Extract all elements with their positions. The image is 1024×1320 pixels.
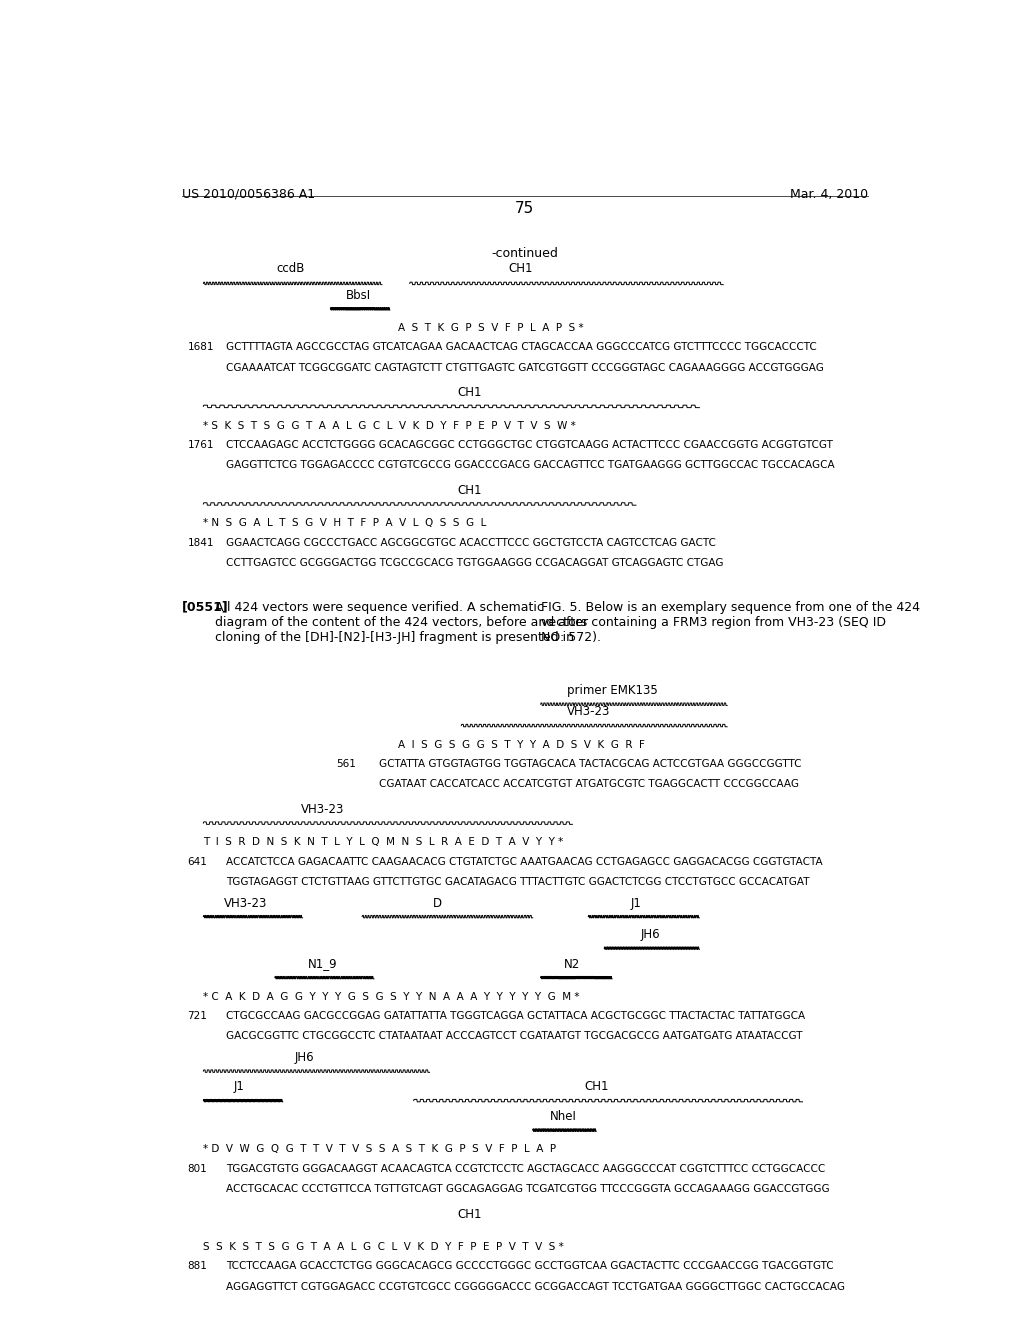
Text: T  I  S  R  D  N  S  K  N  T  L  Y  L  Q  M  N  S  L  R  A  E  D  T  A  V  Y  Y : T I S R D N S K N T L Y L Q M N S L R A … xyxy=(204,837,563,847)
Text: * D  V  W  G  Q  G  T  T  V  T  V  S  S  A  S  T  K  G  P  S  V  F  P  L  A  P: * D V W G Q G T T V T V S S A S T K G P … xyxy=(204,1144,556,1154)
Text: CCTTGAGTCC GCGGGACTGG TCGCCGCACG TGTGGAAGGG CCGACAGGAT GTCAGGAGTC CTGAG: CCTTGAGTCC GCGGGACTGG TCGCCGCACG TGTGGAA… xyxy=(225,558,723,568)
Text: FIG. 5. Below is an exemplary sequence from one of the 424
vectors containing a : FIG. 5. Below is an exemplary sequence f… xyxy=(541,601,920,644)
Text: * S  K  S  T  S  G  G  T  A  A  L  G  C  L  V  K  D  Y  F  P  E  P  V  T  V  S  : * S K S T S G G T A A L G C L V K D Y F … xyxy=(204,421,577,430)
Text: CGATAAT CACCATCACC ACCATCGTGT ATGATGCGTC TGAGGCACTT CCCGGCCAAG: CGATAAT CACCATCACC ACCATCGTGT ATGATGCGTC… xyxy=(379,779,799,789)
Text: CH1: CH1 xyxy=(457,387,481,399)
Text: All 424 vectors were sequence verified. A schematic
diagram of the content of th: All 424 vectors were sequence verified. … xyxy=(215,601,589,644)
Text: N1_9: N1_9 xyxy=(307,957,337,970)
Text: ccdB: ccdB xyxy=(276,263,305,276)
Text: GACGCGGTTC CTGCGGCCTC CTATAATAAT ACCCAGTCCT CGATAATGT TGCGACGCCG AATGATGATG ATAA: GACGCGGTTC CTGCGGCCTC CTATAATAAT ACCCAGT… xyxy=(225,1031,802,1041)
Text: * C  A  K  D  A  G  G  Y  Y  Y  G  S  G  S  Y  Y  N  A  A  A  Y  Y  Y  Y  Y  G  : * C A K D A G G Y Y Y G S G S Y Y N A A … xyxy=(204,991,580,1002)
Text: VH3-23: VH3-23 xyxy=(301,803,344,816)
Text: [0551]: [0551] xyxy=(182,601,228,614)
Text: JH6: JH6 xyxy=(294,1051,314,1064)
Text: CH1: CH1 xyxy=(457,484,481,496)
Text: CH1: CH1 xyxy=(584,1081,608,1093)
Text: JH6: JH6 xyxy=(640,928,660,941)
Text: VH3-23: VH3-23 xyxy=(224,896,267,909)
Text: GGAACTCAGG CGCCCTGACC AGCGGCGTGC ACACCTTCCC GGCTGTCCTA CAGTCCTCAG GACTC: GGAACTCAGG CGCCCTGACC AGCGGCGTGC ACACCTT… xyxy=(225,537,716,548)
Text: GCTATTA GTGGTAGTGG TGGTAGCACA TACTACGCAG ACTCCGTGAA GGGCCGGTTC: GCTATTA GTGGTAGTGG TGGTAGCACA TACTACGCAG… xyxy=(379,759,801,770)
Text: AGGAGGTTCT CGTGGAGACC CCGTGTCGCC CGGGGGACCC GCGGACCAGT TCCTGATGAA GGGGCTTGGC CAC: AGGAGGTTCT CGTGGAGACC CCGTGTCGCC CGGGGGA… xyxy=(225,1282,845,1291)
Text: * N  S  G  A  L  T  S  G  V  H  T  F  P  A  V  L  Q  S  S  G  L: * N S G A L T S G V H T F P A V L Q S S … xyxy=(204,519,486,528)
Text: US 2010/0056386 A1: US 2010/0056386 A1 xyxy=(182,187,315,201)
Text: D: D xyxy=(433,896,442,909)
Text: CH1: CH1 xyxy=(509,263,534,276)
Text: 1761: 1761 xyxy=(187,440,214,450)
Text: ACCTGCACAC CCCTGTTCCA TGTTGTCAGT GGCAGAGGAG TCGATCGTGG TTCCCGGGTA GCCAGAAAGG GGA: ACCTGCACAC CCCTGTTCCA TGTTGTCAGT GGCAGAG… xyxy=(225,1184,829,1195)
Text: 75: 75 xyxy=(515,201,535,216)
Text: A  S  T  K  G  P  S  V  F  P  L  A  P  S *: A S T K G P S V F P L A P S * xyxy=(397,323,584,333)
Text: 881: 881 xyxy=(187,1261,208,1271)
Text: 1681: 1681 xyxy=(187,342,214,352)
Text: Mar. 4, 2010: Mar. 4, 2010 xyxy=(790,187,867,201)
Text: BbsI: BbsI xyxy=(345,289,371,302)
Text: CTGCGCCAAG GACGCCGGAG GATATTATTA TGGGTCAGGA GCTATTACA ACGCTGCGGC TTACTACTAC TATT: CTGCGCCAAG GACGCCGGAG GATATTATTA TGGGTCA… xyxy=(225,1011,805,1022)
Text: -continued: -continued xyxy=(492,247,558,260)
Text: TGGTAGAGGT CTCTGTTAAG GTTCTTGTGC GACATAGACG TTTACTTGTC GGACTCTCGG CTCCTGTGCC GCC: TGGTAGAGGT CTCTGTTAAG GTTCTTGTGC GACATAG… xyxy=(225,876,809,887)
Text: CGAAAATCAT TCGGCGGATC CAGTAGTCTT CTGTTGAGTC GATCGTGGTT CCCGGGTAGC CAGAAAGGGG ACC: CGAAAATCAT TCGGCGGATC CAGTAGTCTT CTGTTGA… xyxy=(225,363,823,372)
Text: TGGACGTGTG GGGACAAGGT ACAACAGTCA CCGTCTCCTC AGCTAGCACC AAGGGCCCAT CGGTCTTTCC CCT: TGGACGTGTG GGGACAAGGT ACAACAGTCA CCGTCTC… xyxy=(225,1164,825,1173)
Text: NheI: NheI xyxy=(550,1110,577,1123)
Text: primer EMK135: primer EMK135 xyxy=(566,684,657,697)
Text: GCTTTTAGTA AGCCGCCTAG GTCATCAGAA GACAACTCAG CTAGCACCAA GGGCCCATCG GTCTTTCCCC TGG: GCTTTTAGTA AGCCGCCTAG GTCATCAGAA GACAACT… xyxy=(225,342,816,352)
Text: 561: 561 xyxy=(336,759,355,770)
Text: S  S  K  S  T  S  G  G  T  A  A  L  G  C  L  V  K  D  Y  F  P  E  P  V  T  V  S : S S K S T S G G T A A L G C L V K D Y F … xyxy=(204,1242,564,1251)
Text: TCCTCCAAGA GCACCTCTGG GGGCACAGCG GCCCCTGGGC GCCTGGTCAA GGACTACTTC CCCGAACCGG TGA: TCCTCCAAGA GCACCTCTGG GGGCACAGCG GCCCCTG… xyxy=(225,1261,834,1271)
Text: 801: 801 xyxy=(187,1164,207,1173)
Text: J1: J1 xyxy=(631,896,641,909)
Text: J1: J1 xyxy=(233,1081,245,1093)
Text: GAGGTTCTCG TGGAGACCCC CGTGTCGCCG GGACCCGACG GACCAGTTCC TGATGAAGGG GCTTGGCCAC TGC: GAGGTTCTCG TGGAGACCCC CGTGTCGCCG GGACCCG… xyxy=(225,461,835,470)
Text: VH3-23: VH3-23 xyxy=(566,705,610,718)
Text: CH1: CH1 xyxy=(457,1208,481,1221)
Text: N2: N2 xyxy=(564,957,581,970)
Text: ACCATCTCCA GAGACAATTC CAAGAACACG CTGTATCTGC AAATGAACAG CCTGAGAGCC GAGGACACGG CGG: ACCATCTCCA GAGACAATTC CAAGAACACG CTGTATC… xyxy=(225,857,822,867)
Text: CTCCAAGAGC ACCTCTGGGG GCACAGCGGC CCTGGGCTGC CTGGTCAAGG ACTACTTCCC CGAACCGGTG ACG: CTCCAAGAGC ACCTCTGGGG GCACAGCGGC CCTGGGC… xyxy=(225,440,833,450)
Text: A  I  S  G  S  G  G  S  T  Y  Y  A  D  S  V  K  G  R  F: A I S G S G G S T Y Y A D S V K G R F xyxy=(397,739,645,750)
Text: 721: 721 xyxy=(187,1011,208,1022)
Text: 1841: 1841 xyxy=(187,537,214,548)
Text: 641: 641 xyxy=(187,857,208,867)
